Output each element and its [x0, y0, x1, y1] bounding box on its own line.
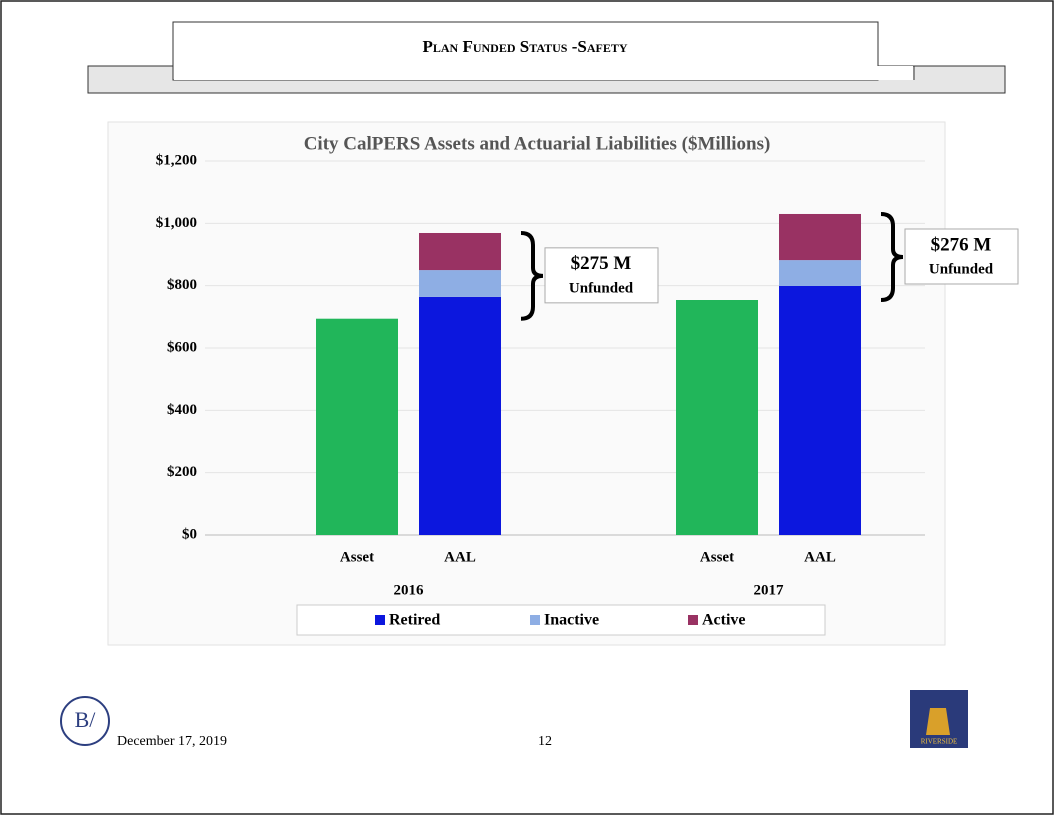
x-tick-label: AAL [804, 549, 836, 565]
group-label: 2016 [394, 582, 425, 598]
aal-segment [779, 213, 861, 261]
slide-title: Plan Funded Status -Safety [423, 37, 628, 56]
ba-logo [60, 696, 110, 746]
aal-segment [419, 232, 501, 271]
legend-swatch [688, 615, 698, 625]
legend-swatch [375, 615, 385, 625]
annotation: $276 M [931, 234, 992, 255]
header-mask [174, 66, 913, 80]
chart-title: City CalPERS Assets and Actuarial Liabil… [304, 133, 771, 154]
aal-segment [779, 260, 861, 286]
y-tick-label: $1,000 [156, 215, 197, 231]
y-tick-label: $200 [167, 464, 197, 480]
asset-bar [316, 318, 398, 535]
annotation-box [544, 247, 659, 304]
annotation-box [904, 228, 1019, 285]
aal-segment [419, 296, 501, 535]
annotation-sub: Unfunded [929, 261, 994, 277]
aal-segment [779, 285, 861, 535]
page-number: 12 [538, 734, 552, 749]
y-tick-label: $0 [182, 526, 197, 542]
x-tick-label: Asset [700, 549, 734, 565]
group-label: 2017 [754, 582, 785, 598]
x-tick-label: Asset [340, 549, 374, 565]
aal-segment [419, 270, 501, 297]
asset-bar [676, 300, 758, 535]
brace [880, 211, 904, 303]
legend-label: Inactive [544, 612, 599, 629]
y-tick-label: $1,200 [156, 152, 197, 168]
legend-label: Retired [389, 612, 440, 629]
brace [520, 230, 544, 321]
legend-label: Active [702, 612, 746, 629]
annotation-sub: Unfunded [569, 280, 634, 296]
y-tick-label: $400 [167, 402, 197, 418]
x-tick-label: AAL [444, 549, 476, 565]
logo-text: RIVERSIDE [921, 738, 958, 746]
footer-date: December 17, 2019 [117, 734, 227, 749]
ba-logo-mark: B/ [75, 707, 97, 732]
y-tick-label: $800 [167, 277, 197, 293]
y-tick-label: $600 [167, 339, 197, 355]
legend-swatch [530, 615, 540, 625]
bell [926, 708, 950, 735]
annotation: $275 M [571, 253, 632, 274]
